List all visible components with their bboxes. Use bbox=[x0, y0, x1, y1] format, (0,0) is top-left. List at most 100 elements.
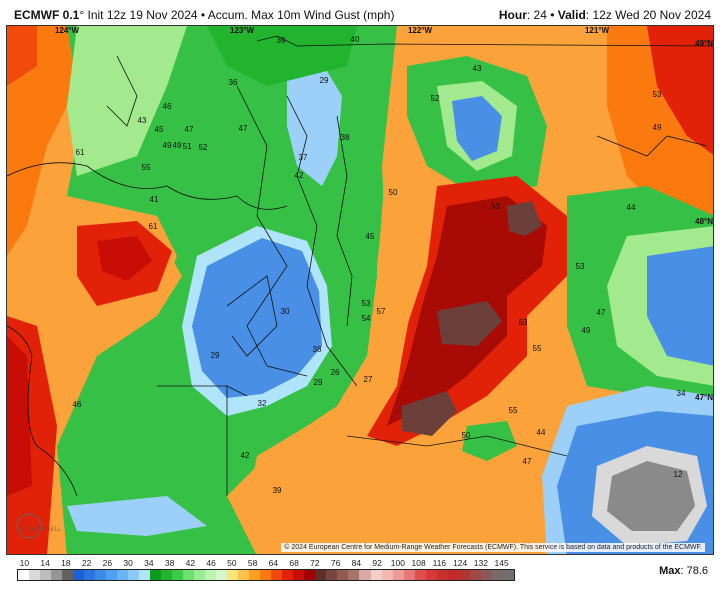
gust-value-label: 38 bbox=[341, 133, 350, 142]
gust-value-label: 46 bbox=[73, 400, 82, 409]
legend-swatch bbox=[205, 570, 217, 580]
legend-label: 92 bbox=[372, 558, 382, 568]
legend-label: 132 bbox=[473, 558, 488, 568]
gust-value-label: 44 bbox=[627, 203, 636, 212]
legend-label: 22 bbox=[81, 558, 92, 568]
legend-swatch bbox=[40, 570, 52, 580]
gust-value-label: 63 bbox=[519, 318, 528, 327]
legend-label: 145 bbox=[494, 558, 509, 568]
gust-value-label: 34 bbox=[677, 389, 686, 398]
legend-swatch bbox=[315, 570, 327, 580]
gust-value-label: 51 bbox=[183, 142, 192, 151]
legend-swatch bbox=[84, 570, 96, 580]
legend-label: 72 bbox=[310, 558, 320, 568]
legend-swatch bbox=[447, 570, 459, 580]
longitude-label: 123°W bbox=[230, 26, 255, 35]
valid-label: Valid bbox=[557, 8, 586, 22]
legend-swatch bbox=[370, 570, 382, 580]
legend-label: 108 bbox=[411, 558, 426, 568]
gust-value-label: 32 bbox=[258, 399, 267, 408]
legend-label: 100 bbox=[390, 558, 405, 568]
gust-value-label: 53 bbox=[576, 262, 585, 271]
gust-value-label: 46 bbox=[163, 102, 172, 111]
legend-swatch bbox=[183, 570, 195, 580]
gust-value-label: 49 bbox=[173, 141, 182, 150]
legend-labels: 10 14 18 22 26 30 34 38 42 46 50 58 64 68 72 76 84 92 100 1… bbox=[17, 558, 515, 570]
legend-swatch bbox=[381, 570, 393, 580]
gust-value-label: 39 bbox=[277, 36, 286, 45]
gust-value-label: 53 bbox=[362, 299, 371, 308]
gust-value-label: 55 bbox=[533, 344, 542, 353]
legend-swatch bbox=[502, 570, 514, 580]
legend-swatch bbox=[282, 570, 294, 580]
legend-label: 10 bbox=[19, 558, 30, 568]
gust-value-label: 50 bbox=[462, 431, 471, 440]
legend-swatch bbox=[326, 570, 338, 580]
max-value: Max: 78.6 bbox=[659, 565, 708, 577]
legend-label: 84 bbox=[351, 558, 362, 568]
longitude-label: 121°W bbox=[585, 26, 610, 35]
gust-value-label: 29 bbox=[314, 378, 323, 387]
max-label: Max bbox=[659, 565, 681, 577]
hour-value: : 24 • bbox=[526, 8, 558, 22]
degree-symbol: ° bbox=[79, 8, 85, 22]
gust-value-label: 27 bbox=[364, 375, 373, 384]
valid-value: : 12z Wed 20 Nov 2024 bbox=[585, 8, 711, 22]
legend-label: 34 bbox=[144, 558, 154, 568]
legend-swatch bbox=[73, 570, 85, 580]
gust-value-label: 44 bbox=[537, 428, 546, 437]
gust-value-label: 38 bbox=[313, 345, 322, 354]
gust-value-label: 63 bbox=[491, 202, 500, 211]
gust-value-label: 30 bbox=[281, 307, 290, 316]
gust-value-label: 52 bbox=[431, 94, 440, 103]
legend-label: 64 bbox=[268, 558, 279, 568]
legend-swatch bbox=[458, 570, 470, 580]
legend-swatch bbox=[139, 570, 151, 580]
legend-swatch bbox=[51, 570, 63, 580]
gust-value-label: 49 bbox=[163, 141, 172, 150]
svg-text:WEATHERBELL: WEATHERBELL bbox=[17, 527, 62, 533]
legend-swatch bbox=[194, 570, 206, 580]
legend-swatch bbox=[348, 570, 360, 580]
legend-swatch bbox=[359, 570, 371, 580]
legend-swatch bbox=[392, 570, 404, 580]
legend-swatch bbox=[469, 570, 481, 580]
legend-swatch bbox=[161, 570, 173, 580]
gust-value-label: 49 bbox=[653, 123, 662, 132]
legend-label: 30 bbox=[123, 558, 133, 568]
legend-swatch bbox=[249, 570, 261, 580]
legend-swatch bbox=[293, 570, 305, 580]
gust-value-label: 54 bbox=[362, 314, 371, 323]
color-zones bbox=[7, 26, 713, 554]
latitude-label: 47°N bbox=[695, 393, 713, 402]
gust-value-label: 42 bbox=[295, 171, 304, 180]
gust-value-label: 53 bbox=[653, 90, 662, 99]
legend-label: 124 bbox=[453, 558, 468, 568]
legend-label: 26 bbox=[102, 558, 113, 568]
legend-swatch bbox=[216, 570, 228, 580]
gust-value-label: 29 bbox=[211, 351, 220, 360]
gust-value-label: 42 bbox=[241, 451, 250, 460]
gust-value-label: 57 bbox=[377, 307, 386, 316]
legend-swatch bbox=[260, 570, 272, 580]
legend-label: 58 bbox=[247, 558, 258, 568]
legend-swatch bbox=[227, 570, 239, 580]
gust-value-label: 40 bbox=[351, 35, 360, 44]
map-title: ECMWF 0.1° Init 12z 19 Nov 2024 • Accum.… bbox=[14, 8, 394, 22]
color-legend bbox=[17, 569, 515, 581]
legend-label: 76 bbox=[330, 558, 341, 568]
legend-label: 42 bbox=[185, 558, 196, 568]
map-canvas: 124°W 123°W 122°W 121°W 49°N 48°N 47°N 39 40 43… bbox=[7, 26, 713, 554]
wind-gust-map[interactable]: 124°W 123°W 122°W 121°W 49°N 48°N 47°N 39 40 43… bbox=[6, 25, 714, 555]
legend-swatch bbox=[271, 570, 283, 580]
max-number: : 78.6 bbox=[680, 565, 708, 577]
longitude-labels: 124°W 123°W 122°W 121°W bbox=[55, 26, 610, 35]
model-name: ECMWF 0.1 bbox=[14, 8, 80, 22]
longitude-label: 122°W bbox=[408, 26, 433, 35]
gust-value-label: 52 bbox=[199, 143, 208, 152]
legend-swatch bbox=[172, 570, 184, 580]
legend-label: 50 bbox=[227, 558, 237, 568]
gust-value-label: 61 bbox=[76, 148, 85, 157]
gust-value-label: 61 bbox=[149, 222, 158, 231]
